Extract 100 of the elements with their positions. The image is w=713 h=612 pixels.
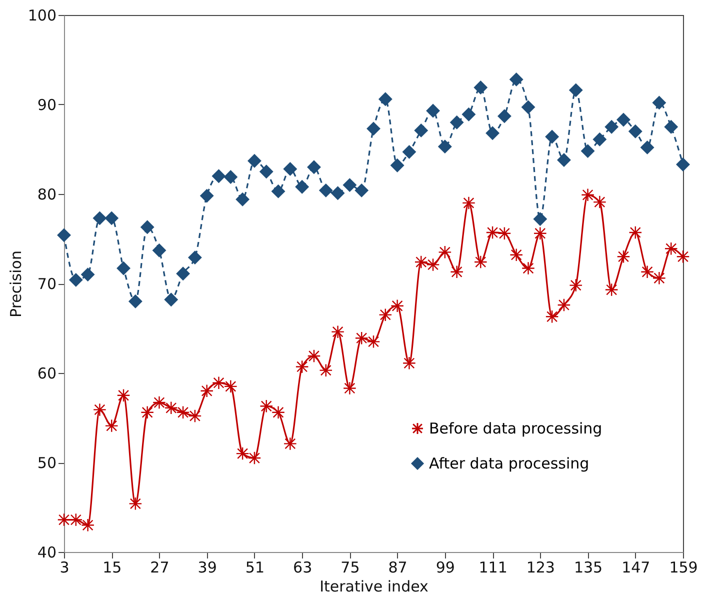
x-tick-label: 51 xyxy=(245,558,265,576)
legend-label: Before data processing xyxy=(429,420,602,438)
point xyxy=(116,388,130,402)
point xyxy=(81,518,95,532)
point xyxy=(57,228,71,242)
point xyxy=(604,120,618,134)
point xyxy=(533,226,547,240)
point xyxy=(188,409,202,423)
point xyxy=(69,273,83,287)
point xyxy=(676,250,690,264)
point xyxy=(164,292,178,306)
point xyxy=(474,80,488,94)
point xyxy=(272,406,285,420)
point xyxy=(604,283,618,296)
point xyxy=(248,154,262,168)
point xyxy=(248,451,262,465)
point xyxy=(331,186,345,200)
point xyxy=(581,188,594,202)
point xyxy=(450,265,464,279)
x-tick-label: 75 xyxy=(340,558,360,576)
point xyxy=(616,112,630,126)
point xyxy=(462,108,476,122)
point xyxy=(486,226,500,240)
point xyxy=(390,158,404,172)
point xyxy=(414,255,428,269)
point xyxy=(486,126,500,140)
point xyxy=(295,180,309,194)
point xyxy=(283,162,297,176)
point xyxy=(510,72,524,86)
point xyxy=(378,92,392,106)
point xyxy=(212,376,226,390)
point xyxy=(92,211,106,225)
x-tick-label: 63 xyxy=(293,558,312,576)
point xyxy=(628,124,642,138)
point xyxy=(569,83,583,97)
point xyxy=(331,325,345,339)
point xyxy=(592,195,606,209)
point xyxy=(402,356,416,370)
point xyxy=(474,255,488,269)
point xyxy=(414,124,428,138)
point xyxy=(462,196,476,210)
y-tick-label: 90 xyxy=(37,96,56,114)
x-axis-title: Iterative index xyxy=(320,578,429,596)
point xyxy=(81,268,95,282)
point xyxy=(366,334,380,348)
point xyxy=(295,360,309,374)
point xyxy=(557,153,571,167)
x-tick-label: 87 xyxy=(388,558,408,576)
point xyxy=(366,122,380,136)
point xyxy=(640,140,654,154)
point xyxy=(498,226,512,240)
point xyxy=(438,245,452,259)
x-tick-label: 15 xyxy=(102,558,122,576)
point xyxy=(616,250,630,264)
x-tick-label: 39 xyxy=(198,558,217,576)
point xyxy=(426,104,440,118)
point xyxy=(510,248,524,262)
x-tick-label: 3 xyxy=(60,558,70,576)
y-tick-label: 80 xyxy=(37,186,56,204)
point xyxy=(128,294,142,308)
point xyxy=(545,130,559,144)
point xyxy=(402,145,416,159)
point xyxy=(176,266,190,280)
point xyxy=(200,189,214,203)
point xyxy=(272,184,285,198)
point xyxy=(116,262,130,276)
point xyxy=(640,265,654,279)
point xyxy=(140,406,154,420)
point xyxy=(569,278,583,292)
point xyxy=(140,220,154,234)
x-tick-label: 147 xyxy=(622,558,650,576)
point xyxy=(260,399,274,413)
point xyxy=(652,271,666,285)
point xyxy=(224,380,238,394)
point xyxy=(236,446,250,460)
point xyxy=(390,299,404,313)
x-tick-label: 111 xyxy=(478,558,508,576)
point xyxy=(450,116,464,130)
y-tick-label: 60 xyxy=(37,364,56,382)
point xyxy=(354,331,368,345)
point xyxy=(664,120,678,134)
point xyxy=(164,401,178,415)
y-tick-label: 100 xyxy=(28,6,56,24)
x-tick-label: 99 xyxy=(436,558,455,576)
point xyxy=(69,513,83,527)
x-tick-label: 27 xyxy=(150,558,170,576)
point xyxy=(426,258,440,272)
x-tick-label: 159 xyxy=(669,558,698,576)
point xyxy=(378,308,392,322)
point xyxy=(498,109,512,123)
point xyxy=(283,436,297,450)
point xyxy=(676,158,690,172)
point xyxy=(342,381,356,395)
point xyxy=(319,184,333,198)
point xyxy=(236,192,250,206)
legend-label: After data processing xyxy=(429,454,590,472)
point xyxy=(224,170,238,184)
point xyxy=(664,242,678,256)
point xyxy=(581,144,594,158)
point xyxy=(592,132,606,146)
